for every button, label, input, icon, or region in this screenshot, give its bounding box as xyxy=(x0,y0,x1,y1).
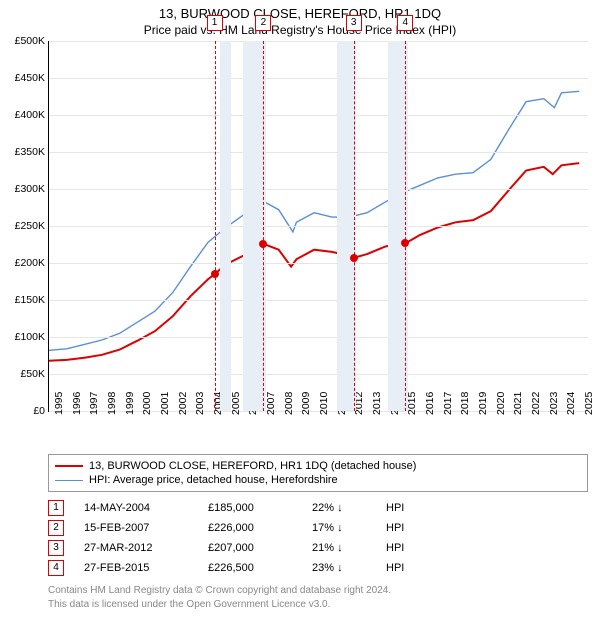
x-axis-label: 2010 xyxy=(314,392,330,415)
marker-box: 4 xyxy=(397,15,413,31)
legend-swatch xyxy=(55,480,83,481)
series-line-hpi xyxy=(49,91,579,350)
y-axis-label: £50K xyxy=(20,368,49,380)
transaction-suffix: HPI xyxy=(386,502,404,514)
y-axis-label: £400K xyxy=(15,109,49,121)
legend-item: 13, BURWOOD CLOSE, HEREFORD, HR1 1DQ (de… xyxy=(55,459,581,473)
transaction-price: £226,500 xyxy=(208,562,308,574)
transaction-delta: 21% ↓ xyxy=(312,542,382,554)
x-axis-label: 1999 xyxy=(120,392,136,415)
x-axis-label: 2016 xyxy=(420,392,436,415)
x-axis-label: 2018 xyxy=(455,392,471,415)
x-axis-label: 2022 xyxy=(526,392,542,415)
transaction-marker: 2 xyxy=(48,520,64,536)
transaction-delta: 23% ↓ xyxy=(312,562,382,574)
x-axis-label: 2019 xyxy=(473,392,489,415)
marker-dot xyxy=(401,239,409,247)
attribution-line: Contains HM Land Registry data © Crown c… xyxy=(48,584,588,598)
marker-box: 3 xyxy=(346,15,362,31)
chart-subtitle: Price paid vs. HM Land Registry's House … xyxy=(0,21,600,41)
transaction-delta: 22% ↓ xyxy=(312,502,382,514)
y-axis-label: £300K xyxy=(15,183,49,195)
attribution: Contains HM Land Registry data © Crown c… xyxy=(48,584,588,611)
transaction-date: 14-MAY-2004 xyxy=(84,502,204,514)
gridline xyxy=(49,152,588,153)
transaction-suffix: HPI xyxy=(386,522,404,534)
transaction-date: 15-FEB-2007 xyxy=(84,522,204,534)
legend-swatch xyxy=(55,465,83,467)
legend-label: HPI: Average price, detached house, Here… xyxy=(89,474,338,486)
gridline xyxy=(49,374,588,375)
marker-box: 1 xyxy=(207,15,223,31)
x-axis-label: 1995 xyxy=(49,392,65,415)
gridline xyxy=(49,263,588,264)
transaction-row: 3 27-MAR-2012 £207,000 21% ↓ HPI xyxy=(48,538,588,558)
marker-box: 2 xyxy=(255,15,271,31)
y-axis-label: £150K xyxy=(15,294,49,306)
transaction-price: £226,000 xyxy=(208,522,308,534)
transaction-marker: 1 xyxy=(48,500,64,516)
x-axis-label: 1997 xyxy=(84,392,100,415)
transaction-date: 27-FEB-2015 xyxy=(84,562,204,574)
chart-title: 13, BURWOOD CLOSE, HEREFORD, HR1 1DQ xyxy=(0,0,600,21)
transaction-marker: 3 xyxy=(48,540,64,556)
y-axis-label: £500K xyxy=(15,35,49,47)
marker-line xyxy=(215,41,216,411)
legend-label: 13, BURWOOD CLOSE, HEREFORD, HR1 1DQ (de… xyxy=(89,460,416,472)
x-axis-label: 2017 xyxy=(438,392,454,415)
transaction-suffix: HPI xyxy=(386,542,404,554)
y-axis-label: £350K xyxy=(15,146,49,158)
x-axis-label: 2013 xyxy=(367,392,383,415)
transaction-delta: 17% ↓ xyxy=(312,522,382,534)
attribution-line: This data is licensed under the Open Gov… xyxy=(48,598,588,612)
x-axis-label: 2002 xyxy=(173,392,189,415)
marker-dot xyxy=(350,254,358,262)
x-axis-label: 1996 xyxy=(67,392,83,415)
x-axis-label: 2023 xyxy=(544,392,560,415)
gridline xyxy=(49,300,588,301)
highlight-band xyxy=(220,41,231,411)
marker-line xyxy=(354,41,355,411)
gridline xyxy=(49,337,588,338)
transaction-row: 4 27-FEB-2015 £226,500 23% ↓ HPI xyxy=(48,558,588,578)
marker-line xyxy=(405,41,406,411)
transaction-marker: 4 xyxy=(48,560,64,576)
transaction-table: 1 14-MAY-2004 £185,000 22% ↓ HPI 2 15-FEB-2007… xyxy=(48,498,588,578)
x-axis-label: 2020 xyxy=(491,392,507,415)
marker-line xyxy=(263,41,264,411)
legend: 13, BURWOOD CLOSE, HEREFORD, HR1 1DQ (de… xyxy=(48,454,588,492)
gridline xyxy=(49,226,588,227)
x-axis-label: 2001 xyxy=(155,392,171,415)
y-axis-label: £0 xyxy=(33,405,49,417)
x-axis-label: 2003 xyxy=(190,392,206,415)
marker-dot xyxy=(211,270,219,278)
gridline xyxy=(49,189,588,190)
gridline xyxy=(49,115,588,116)
transaction-price: £185,000 xyxy=(208,502,308,514)
y-axis-label: £250K xyxy=(15,220,49,232)
transaction-price: £207,000 xyxy=(208,542,308,554)
x-axis-label: 2009 xyxy=(296,392,312,415)
price-chart: £0£50K£100K£150K£200K£250K£300K£350K£400… xyxy=(48,41,588,412)
y-axis-label: £450K xyxy=(15,72,49,84)
x-axis-label: 2021 xyxy=(508,392,524,415)
x-axis-label: 2000 xyxy=(137,392,153,415)
y-axis-label: £100K xyxy=(15,331,49,343)
x-axis-label: 2025 xyxy=(579,392,595,415)
x-axis-label: 1998 xyxy=(102,392,118,415)
transaction-row: 2 15-FEB-2007 £226,000 17% ↓ HPI xyxy=(48,518,588,538)
transaction-row: 1 14-MAY-2004 £185,000 22% ↓ HPI xyxy=(48,498,588,518)
legend-item: HPI: Average price, detached house, Here… xyxy=(55,473,581,487)
y-axis-label: £200K xyxy=(15,257,49,269)
x-axis-label: 2024 xyxy=(561,392,577,415)
transaction-suffix: HPI xyxy=(386,562,404,574)
gridline xyxy=(49,78,588,79)
marker-dot xyxy=(259,240,267,248)
x-axis-label: 2008 xyxy=(279,392,295,415)
gridline xyxy=(49,41,588,42)
series-line-subject xyxy=(49,163,579,361)
transaction-date: 27-MAR-2012 xyxy=(84,542,204,554)
